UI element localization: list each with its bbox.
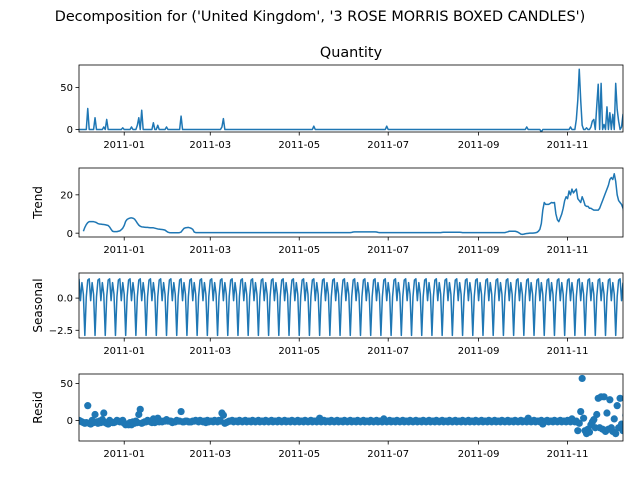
seasonal-ylabel: Seasonal <box>31 278 45 332</box>
resid-point <box>593 411 600 418</box>
trend-xtick-label: 2011-01 <box>103 245 145 256</box>
trend-panel: 2011-01 2011-03 2011-05 2011-07 2011-09 2011-… <box>31 168 633 256</box>
quantity-xtick-label: 2011-01 <box>103 140 145 151</box>
trend-xtick-label: 2011-11 <box>547 245 589 256</box>
resid-point <box>577 408 584 415</box>
trend-ylabel: Trend <box>31 186 45 220</box>
seasonal-xtick-label: 2011-05 <box>278 346 320 357</box>
quantity-xtick-label: 2011-03 <box>189 140 231 151</box>
resid-xtick-label: 2011-03 <box>189 449 231 460</box>
resid-point <box>628 426 635 433</box>
resid-point <box>137 406 144 413</box>
quantity-xtick-label: 2011-11 <box>547 140 589 151</box>
resid-point <box>634 424 640 431</box>
resid-ytick-label: 50 <box>60 379 73 390</box>
trend-line <box>83 174 633 235</box>
trend-ytick-label: 20 <box>60 190 73 201</box>
resid-point <box>91 411 98 418</box>
resid-xtick-label: 2011-07 <box>367 449 409 460</box>
trend-xtick-label: 2011-03 <box>189 245 231 256</box>
resid-ytick-label: 0 <box>67 416 73 427</box>
quantity-xtick-label: 2011-05 <box>278 140 320 151</box>
resid-ylabel: Resid <box>31 391 45 423</box>
seasonal-line <box>79 279 623 336</box>
trend-ytick-label: 0 <box>67 229 73 240</box>
resid-point <box>624 423 631 430</box>
resid-point <box>625 424 632 431</box>
resid-point <box>631 432 638 439</box>
figure-suptitle: Decomposition for ('United Kingdom', '3 … <box>55 9 585 25</box>
resid-point <box>579 375 586 382</box>
resid-xtick-label: 2011-11 <box>547 449 589 460</box>
resid-axes-frame <box>79 374 623 441</box>
seasonal-xtick-label: 2011-11 <box>547 346 589 357</box>
resid-xtick-label: 2011-05 <box>278 449 320 460</box>
trend-xtick-label: 2011-09 <box>458 245 500 256</box>
resid-point <box>622 412 629 419</box>
resid-point <box>220 412 227 419</box>
quantity-panel-title: Quantity <box>320 45 383 61</box>
resid-points <box>75 375 640 440</box>
resid-panel: 2011-01 2011-03 2011-05 2011-07 2011-09 2011-… <box>31 374 640 460</box>
quantity-axes-frame <box>79 65 623 132</box>
seasonal-xtick-label: 2011-09 <box>458 346 500 357</box>
resid-point <box>614 402 621 409</box>
seasonal-ytick-label: −2.5 <box>49 326 73 337</box>
quantity-ytick-label: 50 <box>60 83 73 94</box>
resid-point <box>621 426 628 433</box>
quantity-ytick-label: 0 <box>67 125 73 136</box>
quantity-line <box>79 69 640 132</box>
resid-point <box>580 415 587 422</box>
resid-point <box>618 420 625 427</box>
quantity-panel: 2011-01 2011-03 2011-05 2011-07 2011-09 2011-… <box>60 65 640 151</box>
seasonal-xtick-label: 2011-01 <box>103 346 145 357</box>
seasonal-ytick-label: 0.0 <box>57 294 73 305</box>
resid-point <box>633 426 640 433</box>
resid-point <box>84 402 91 409</box>
resid-point <box>635 426 640 433</box>
quantity-xtick-label: 2011-07 <box>367 140 409 151</box>
trend-axes-frame <box>79 168 623 237</box>
panels: 2011-01 2011-03 2011-05 2011-07 2011-09 2011-… <box>31 65 640 460</box>
resid-point <box>586 429 593 436</box>
resid-point <box>627 426 634 433</box>
quantity-xtick-label: 2011-09 <box>458 140 500 151</box>
resid-point <box>603 409 610 416</box>
trend-xtick-label: 2011-07 <box>367 245 409 256</box>
resid-point <box>606 396 613 403</box>
resid-point <box>611 415 618 422</box>
seasonal-xtick-label: 2011-07 <box>367 346 409 357</box>
resid-xtick-label: 2011-09 <box>458 449 500 460</box>
trend-xtick-label: 2011-05 <box>278 245 320 256</box>
resid-point <box>630 427 637 434</box>
seasonal-xtick-label: 2011-03 <box>189 346 231 357</box>
resid-point <box>177 408 184 415</box>
resid-point <box>100 409 107 416</box>
resid-point <box>574 427 581 434</box>
resid-xtick-label: 2011-01 <box>103 449 145 460</box>
seasonal-panel: 2011-01 2011-03 2011-05 2011-07 2011-09 2011-… <box>31 273 623 357</box>
